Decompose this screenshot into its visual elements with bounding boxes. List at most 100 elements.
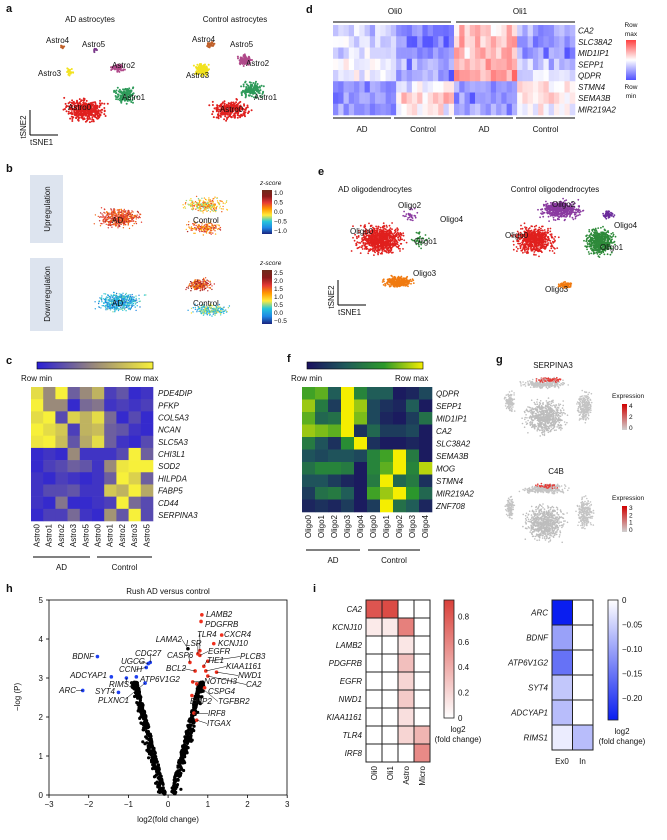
ad-downregulation-point: [122, 296, 124, 299]
heatmap-d-cell: [411, 103, 418, 116]
heatmap-d-cell: [564, 81, 571, 93]
oligo0-point: [371, 244, 374, 247]
heatmap-d-cell: [564, 103, 571, 116]
control-downregulation-point: [199, 281, 201, 283]
heatmap-d-cell: [422, 103, 428, 116]
heatmap-d-cell: [553, 47, 560, 60]
astro1-point: [247, 94, 250, 97]
ad-downregulation-point: [133, 300, 135, 302]
heatmap-d-cell: [548, 92, 555, 105]
gene-label-sema3b: SEMA3B: [578, 94, 611, 103]
panel-label-e: e: [318, 166, 324, 178]
heatmap-d-cell: [354, 92, 360, 105]
control-downregulation-point: [185, 288, 187, 291]
heatmap-d-cell: [569, 47, 576, 60]
control-upregulation-point: [195, 205, 198, 208]
astro0-point: [95, 104, 98, 107]
heatmap-d-cell: [559, 36, 565, 48]
oligo0-point: [356, 237, 358, 240]
ad-upregulation-point: [121, 212, 123, 214]
control-upregulation-point: [207, 202, 209, 205]
ad-upregulation-point: [99, 225, 102, 227]
astro1-point: [120, 101, 123, 104]
heatmap-d-cell: [385, 81, 392, 93]
cluster-label-astro4: Astro4: [46, 36, 70, 45]
ad-downregulation-point: [113, 308, 116, 310]
heatmap-d-cell: [427, 58, 434, 71]
heatmap-d-cell: [532, 70, 539, 82]
control-downregulation-point: [189, 285, 191, 287]
astro0-point: [82, 99, 85, 102]
heatmap-d-cell: [506, 47, 513, 60]
oligo0-point: [375, 225, 377, 228]
heatmap-d-cell: [480, 25, 486, 37]
heatmap-d-cell: [348, 103, 355, 116]
control-upregulation-point: [215, 209, 217, 212]
heatmap-d-cell: [359, 58, 365, 71]
ad-upregulation-point: [97, 215, 100, 218]
ad-upregulation-point: [122, 227, 125, 229]
astro0-point: [86, 117, 89, 120]
heatmap-d-cell: [522, 25, 528, 37]
colorbar-tick: 2.0: [274, 278, 283, 285]
astro0-point: [71, 120, 74, 122]
heatmap-d-cell: [569, 81, 576, 93]
heatmap-d-cell: [527, 92, 534, 105]
heatmap-d-cell: [443, 58, 450, 71]
oligo3-point: [382, 279, 384, 281]
control-upregulation-point: [214, 196, 216, 198]
heatmap-d-cell: [543, 103, 549, 116]
heatmap-d-cell: [485, 92, 492, 105]
heatmap-d-cell: [564, 25, 571, 37]
heatmap-d-cell: [432, 92, 439, 105]
heatmap-d-cell: [527, 103, 534, 116]
ad-upregulation-point: [130, 217, 132, 219]
oligo3-point: [382, 284, 385, 286]
heatmap-d-cell: [396, 81, 402, 93]
heatmap-d-cell: [464, 81, 471, 93]
control-upregulation-point: [212, 201, 214, 203]
astro0-point: [79, 100, 82, 103]
control-upregulation-point: [213, 203, 215, 205]
oligo0-point: [360, 240, 363, 243]
ad-downregulation-point: [115, 296, 117, 299]
control-downregulation-point: [206, 279, 208, 281]
ad-upregulation-point: [113, 209, 116, 211]
heatmap-d-cell: [443, 25, 450, 37]
oligo0-point: [371, 236, 374, 239]
control-downregulation-point: [202, 311, 204, 313]
astro0-point: [97, 112, 100, 115]
control-downregulation-point: [192, 311, 194, 313]
control-downregulation-point: [195, 285, 197, 287]
heatmap-d-cell: [532, 103, 539, 116]
ad-upregulation-point: [135, 215, 137, 217]
heatmap-d-cell: [485, 36, 492, 48]
control-upregulation-point: [196, 225, 199, 228]
astro0-point: [99, 99, 102, 102]
ad-upregulation-point: [103, 220, 105, 223]
oligo0-point: [366, 247, 369, 250]
astro1-point: [242, 83, 245, 86]
astro3-point: [200, 65, 203, 67]
oligo0-point: [359, 252, 362, 255]
ad-downregulation-point: [118, 293, 121, 295]
control-upregulation-point: [190, 205, 192, 208]
control-downregulation-point: [200, 283, 203, 285]
oligo0-point: [389, 239, 392, 242]
oligo0-point: [382, 244, 385, 247]
control-downregulation-point: [201, 310, 203, 312]
heatmap-d-cell: [432, 81, 439, 93]
astro0-point: [91, 116, 94, 119]
ad-downregulation-point: [136, 301, 138, 304]
control-upregulation-point: [220, 200, 222, 202]
control-upregulation-point: [190, 228, 193, 230]
astro0-point: [90, 120, 93, 123]
cluster-label-astro5: Astro5: [230, 40, 254, 49]
ad-upregulation-point: [128, 227, 131, 230]
astro0-point: [92, 101, 95, 104]
heatmap-d-cell: [454, 103, 460, 116]
heatmap-d-cell: [438, 25, 444, 37]
ad-downregulation-point: [113, 294, 115, 297]
ad-upregulation-point: [109, 222, 111, 224]
oligo0-point: [353, 239, 356, 242]
